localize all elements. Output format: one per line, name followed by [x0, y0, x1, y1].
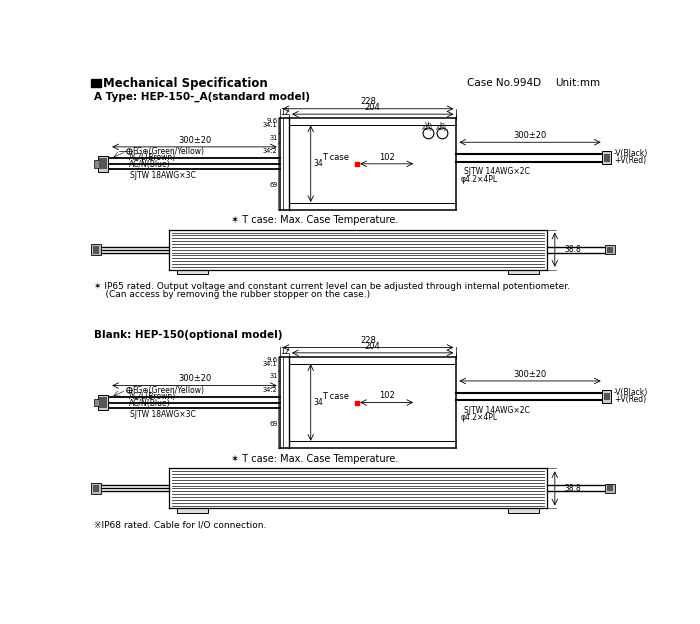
Text: 38.8: 38.8 — [564, 245, 581, 254]
Text: AC/N(Blue): AC/N(Blue) — [130, 160, 171, 169]
Bar — [94, 399, 100, 406]
Text: φ4.2×4PL: φ4.2×4PL — [461, 175, 498, 183]
Bar — [606, 245, 615, 255]
Text: 12: 12 — [281, 347, 290, 356]
Text: 9.6: 9.6 — [267, 118, 278, 124]
Bar — [99, 158, 107, 169]
Text: 31: 31 — [269, 373, 277, 379]
Text: SJTW 18AWG×3C: SJTW 18AWG×3C — [130, 171, 196, 180]
Bar — [92, 79, 101, 87]
Text: 228: 228 — [360, 336, 376, 345]
Text: SJTW 18AWG×3C: SJTW 18AWG×3C — [130, 409, 196, 419]
Text: SJTW 14AWG×2C: SJTW 14AWG×2C — [464, 167, 530, 176]
Bar — [508, 270, 539, 275]
Bar — [602, 152, 611, 164]
Text: 34.1: 34.1 — [262, 122, 277, 129]
Text: FG⊕(Green/Yellow): FG⊕(Green/Yellow) — [132, 147, 204, 156]
Text: 34.1: 34.1 — [262, 361, 277, 367]
Text: 204: 204 — [365, 103, 381, 112]
Text: 204: 204 — [365, 341, 381, 351]
Text: 34.2: 34.2 — [262, 388, 277, 393]
Bar — [603, 392, 610, 400]
Text: 34: 34 — [313, 398, 323, 407]
Bar — [607, 246, 613, 253]
Bar — [508, 509, 539, 513]
Bar — [607, 485, 613, 492]
Text: AC/L(Brown): AC/L(Brown) — [130, 392, 176, 401]
Text: Case No.994D: Case No.994D — [468, 79, 541, 89]
Bar — [92, 483, 101, 494]
Text: -V(Black): -V(Black) — [614, 388, 648, 397]
Bar — [94, 160, 100, 168]
Text: 31: 31 — [269, 135, 277, 140]
Text: AC/N(Blue): AC/N(Blue) — [130, 399, 171, 408]
Text: AC/L(Brown): AC/L(Brown) — [130, 153, 176, 162]
Text: ※IP68 rated. Cable for I/O connection.: ※IP68 rated. Cable for I/O connection. — [94, 520, 266, 530]
Bar — [176, 509, 208, 513]
Text: -V(Black): -V(Black) — [614, 149, 648, 158]
Text: 228: 228 — [360, 97, 376, 107]
Text: 300±20: 300±20 — [178, 374, 211, 383]
Bar — [606, 484, 615, 493]
Bar — [93, 246, 99, 253]
Text: 102: 102 — [379, 152, 395, 162]
Text: ✶ T case: Max. Case Temperature.: ✶ T case: Max. Case Temperature. — [231, 454, 398, 464]
Text: Io: Io — [440, 122, 445, 127]
Bar — [99, 397, 107, 408]
Bar — [97, 156, 108, 172]
Text: Vo: Vo — [425, 122, 433, 127]
Text: ✶ IP65 rated. Output voltage and constant current level can be adjusted through : ✶ IP65 rated. Output voltage and constan… — [94, 282, 570, 291]
Bar — [603, 154, 610, 162]
Text: 12: 12 — [281, 108, 290, 117]
Text: 300±20: 300±20 — [513, 369, 547, 379]
Text: FG⊕(Green/Yellow): FG⊕(Green/Yellow) — [132, 386, 204, 395]
Text: A Type: HEP-150-_A(standard model): A Type: HEP-150-_A(standard model) — [94, 91, 309, 102]
Text: Unit:mm: Unit:mm — [555, 79, 600, 89]
Text: Blank: HEP-150(optional model): Blank: HEP-150(optional model) — [94, 330, 282, 340]
Bar — [602, 390, 611, 402]
Text: +V(Red): +V(Red) — [614, 156, 646, 165]
Text: 102: 102 — [379, 391, 395, 400]
Bar — [93, 484, 99, 492]
Text: 69: 69 — [269, 182, 277, 188]
Bar — [176, 270, 208, 275]
Text: ✶ T case: Max. Case Temperature.: ✶ T case: Max. Case Temperature. — [231, 215, 398, 225]
Text: 34: 34 — [313, 159, 323, 168]
Text: φ4.2×4PL: φ4.2×4PL — [461, 414, 498, 422]
Bar — [92, 244, 101, 255]
Text: SJTW 14AWG×2C: SJTW 14AWG×2C — [464, 406, 530, 415]
Text: 300±20: 300±20 — [513, 131, 547, 140]
Text: 38.8: 38.8 — [564, 484, 581, 493]
Text: T case: T case — [322, 392, 349, 401]
Text: 34.2: 34.2 — [262, 149, 277, 155]
Text: T case: T case — [322, 153, 349, 162]
Text: Mechanical Specification: Mechanical Specification — [103, 77, 267, 90]
Text: 69: 69 — [269, 421, 277, 427]
Text: ADJ.: ADJ. — [422, 125, 435, 130]
Text: ADJ.: ADJ. — [436, 125, 449, 130]
Text: 9.6: 9.6 — [267, 357, 278, 363]
Text: (Can access by removing the rubber stopper on the case.): (Can access by removing the rubber stopp… — [94, 291, 370, 300]
Text: 300±20: 300±20 — [178, 135, 211, 145]
Text: +V(Red): +V(Red) — [614, 395, 646, 404]
Bar — [97, 395, 108, 410]
